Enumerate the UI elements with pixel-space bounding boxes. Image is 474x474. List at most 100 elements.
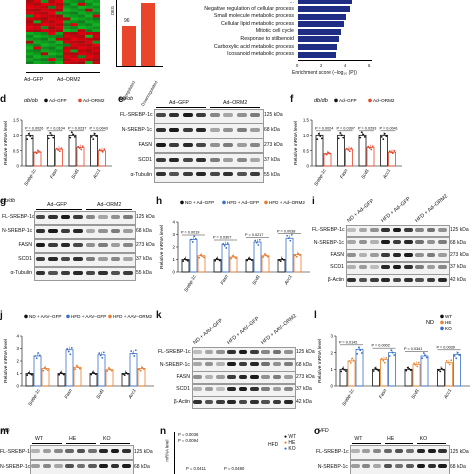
blot-band bbox=[383, 449, 393, 454]
data-point bbox=[343, 368, 346, 371]
panel-n-legend-title: HFD bbox=[268, 442, 279, 448]
data-point bbox=[29, 135, 32, 137]
heatmap-cell bbox=[40, 8, 49, 12]
blot-g: db/db Ad–GFP Ad–ORM2 FL-SREBP-1c 125 kDa N-SR… bbox=[2, 198, 160, 281]
blot-group-label: ND + Ad–GFP bbox=[346, 198, 376, 224]
data-point bbox=[349, 361, 352, 364]
data-point bbox=[362, 133, 365, 136]
legend-item-ko: ● KO bbox=[284, 446, 296, 452]
heatmap-cell bbox=[92, 29, 101, 33]
blot-band bbox=[381, 228, 390, 232]
data-point bbox=[250, 259, 253, 262]
blot-band bbox=[250, 157, 261, 162]
data-point bbox=[424, 354, 427, 357]
heatmap-xlabel-gfp: Ad–GFP bbox=[24, 77, 44, 83]
panel-label-e: e bbox=[118, 94, 124, 105]
heatmap-cell bbox=[63, 20, 71, 24]
data-point bbox=[393, 149, 396, 152]
data-point bbox=[125, 371, 128, 374]
legend-marker bbox=[44, 98, 48, 103]
blot-group-label: ND + AAV–GFP bbox=[192, 317, 225, 346]
blot-band bbox=[381, 252, 390, 257]
panel-n-p1: P = 0.0036 bbox=[178, 432, 199, 437]
bar bbox=[453, 353, 461, 387]
blot-group-label: Ad–ORM2 bbox=[223, 100, 248, 106]
go-bar bbox=[298, 44, 338, 50]
heatmap-cell bbox=[85, 23, 93, 27]
blot-band bbox=[394, 449, 404, 454]
heatmap-cell bbox=[85, 46, 93, 50]
y-axis-label: Relative mRNA level bbox=[293, 121, 299, 165]
y-tick-label: 1 bbox=[173, 257, 176, 262]
category-label: Fasn bbox=[219, 274, 229, 286]
heatmap-cell bbox=[77, 34, 86, 39]
blot-group-label: WT bbox=[35, 436, 44, 442]
heatmap-cell bbox=[40, 46, 49, 50]
blot-title: ob/ob bbox=[120, 96, 133, 102]
heatmap-cell bbox=[55, 11, 64, 15]
data-point bbox=[142, 368, 145, 370]
blot-kda-label: 68 kDa bbox=[264, 127, 280, 134]
blot-band bbox=[123, 242, 133, 247]
legend-label: HFD + AAV–GFP bbox=[71, 314, 106, 319]
blot-strip bbox=[154, 138, 264, 154]
heatmap-cell bbox=[55, 26, 64, 30]
legend-label: Ad–ORM2 bbox=[373, 98, 395, 103]
heatmap-cell bbox=[85, 32, 93, 36]
heatmap-cell bbox=[70, 0, 78, 4]
legend-marker bbox=[24, 314, 28, 319]
blot-band bbox=[236, 113, 247, 118]
blot-band bbox=[88, 464, 97, 469]
data-point bbox=[225, 247, 228, 249]
heatmap-cell bbox=[92, 0, 101, 4]
heatmap-cell bbox=[70, 61, 78, 65]
heatmap-cell bbox=[92, 2, 101, 7]
blot-row-label: FL-SREBP-1c bbox=[316, 448, 349, 455]
heatmap-cell bbox=[77, 0, 86, 4]
bar bbox=[412, 363, 421, 387]
heatmap-cell bbox=[55, 29, 64, 33]
blot-band bbox=[250, 142, 261, 147]
data-point bbox=[357, 346, 360, 349]
heatmap-cell bbox=[70, 32, 78, 36]
heatmap-cell bbox=[63, 29, 71, 33]
blot-band bbox=[261, 362, 270, 367]
heatmap-cell bbox=[55, 23, 64, 27]
blot-band bbox=[394, 464, 404, 469]
blot-band bbox=[85, 228, 95, 233]
data-point bbox=[90, 135, 93, 138]
blot-band bbox=[373, 449, 382, 454]
heatmap-cell bbox=[77, 40, 86, 44]
blot-row-label: N-SREBP-1c bbox=[2, 228, 33, 234]
blot-band bbox=[404, 265, 413, 270]
blot-row-label: N-SREBP-1c bbox=[121, 127, 152, 134]
blot-band bbox=[35, 228, 45, 233]
blot-band bbox=[426, 252, 436, 257]
blot-band bbox=[204, 399, 214, 404]
blot-band bbox=[238, 350, 248, 354]
data-point bbox=[222, 242, 225, 245]
blot-band bbox=[123, 270, 133, 275]
data-point bbox=[258, 238, 261, 241]
data-point bbox=[324, 152, 327, 155]
data-point bbox=[360, 131, 363, 134]
data-point bbox=[94, 373, 97, 376]
blot-band bbox=[76, 449, 86, 454]
heatmap-cell bbox=[26, 49, 34, 53]
data-point bbox=[35, 152, 38, 155]
blot-band bbox=[155, 128, 166, 132]
heatmap-cell bbox=[77, 55, 86, 59]
blot-band bbox=[370, 265, 379, 270]
heatmap-cell bbox=[77, 11, 86, 15]
heatmap-cell bbox=[92, 34, 101, 39]
heatmap-cell bbox=[33, 61, 41, 65]
heatmap-cell bbox=[33, 14, 41, 18]
p-value-label: P = 0.0041 bbox=[380, 126, 398, 130]
blot-band bbox=[98, 214, 108, 219]
data-point bbox=[289, 239, 292, 242]
blot-band bbox=[98, 242, 108, 247]
blot-band bbox=[193, 362, 202, 367]
data-point bbox=[93, 132, 96, 135]
p-value-label: P = 0.0307 bbox=[213, 236, 231, 240]
data-point bbox=[191, 241, 194, 243]
